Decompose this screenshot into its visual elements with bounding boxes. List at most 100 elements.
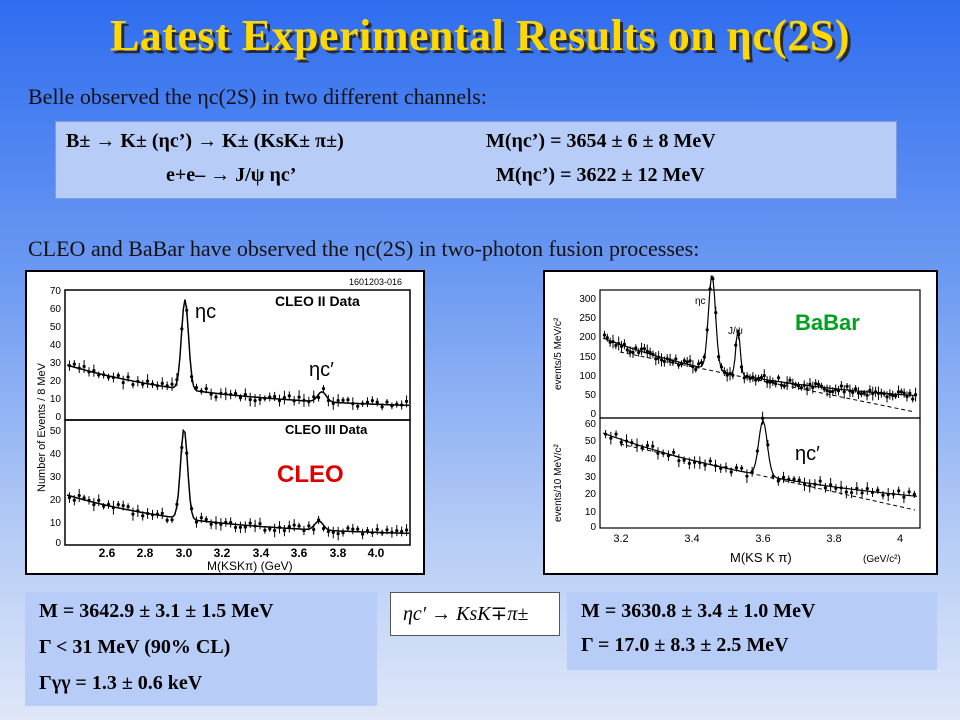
data-point	[268, 395, 272, 399]
data-point	[611, 340, 615, 344]
data-point	[755, 449, 759, 453]
data-point	[380, 405, 384, 409]
data-point	[699, 361, 704, 365]
decay-formula-box: ηc′ → KsK∓π±	[390, 592, 560, 636]
data-point	[849, 490, 854, 495]
data-point	[829, 483, 833, 487]
data-point	[331, 530, 335, 535]
data-point	[321, 387, 326, 391]
svg-text:40: 40	[585, 454, 597, 465]
data-point	[136, 509, 140, 513]
babar-xlabel: M(KS K π)	[730, 550, 792, 565]
data-point	[876, 488, 880, 492]
data-point	[185, 308, 189, 312]
svg-text:2.6: 2.6	[99, 546, 116, 560]
data-point	[719, 466, 723, 470]
svg-text:100: 100	[579, 371, 596, 382]
data-point	[390, 404, 394, 408]
data-point	[268, 527, 272, 531]
data-point	[661, 451, 665, 455]
data-point	[214, 395, 218, 399]
data-point	[199, 389, 203, 393]
data-point	[165, 518, 169, 522]
data-point	[365, 400, 370, 404]
cleo-etac-prime-label: ηc′	[309, 359, 334, 381]
data-point	[253, 398, 257, 403]
data-point	[121, 380, 125, 385]
data-point	[642, 346, 646, 351]
data-point	[855, 486, 859, 491]
page-title: Latest Experimental Results on ηc(2S)	[109, 11, 851, 60]
data-point	[748, 376, 752, 380]
data-point	[719, 365, 724, 369]
data-point	[233, 391, 238, 396]
svg-text:10: 10	[50, 518, 62, 529]
data-point	[779, 383, 784, 387]
data-point	[92, 503, 96, 507]
data-point	[651, 444, 655, 448]
data-point	[238, 396, 243, 400]
svg-text:0: 0	[590, 409, 596, 420]
data-point	[307, 400, 311, 404]
svg-text:30: 30	[50, 472, 62, 483]
data-point	[879, 391, 883, 395]
data-point	[624, 439, 629, 443]
data-point	[831, 389, 835, 394]
svg-text:70: 70	[50, 286, 62, 297]
data-point	[891, 393, 895, 398]
data-point	[886, 492, 890, 497]
data-point	[204, 517, 208, 521]
data-point	[913, 393, 918, 397]
data-point	[839, 384, 843, 388]
data-point	[751, 375, 755, 379]
data-point	[400, 403, 404, 407]
data-point	[871, 392, 875, 396]
data-point	[189, 507, 194, 511]
data-point	[82, 496, 86, 500]
svg-text:50: 50	[585, 390, 597, 401]
data-point	[902, 391, 906, 395]
cleo-results-box: M = 3642.9 ± 3.1 ± 1.5 MeV Γ < 31 MeV (9…	[25, 592, 377, 706]
svg-text:3.0: 3.0	[176, 546, 193, 560]
data-point	[243, 525, 247, 529]
data-point	[116, 502, 120, 507]
cleo-top-fit-curve	[66, 299, 410, 407]
data-point	[248, 521, 252, 525]
cleo-top-frame	[64, 289, 411, 421]
data-point	[905, 394, 909, 399]
babar-top-yticks: 300 250 200 150 100 50 0	[579, 294, 596, 420]
data-point	[146, 379, 150, 383]
data-point	[816, 382, 821, 387]
data-point	[674, 357, 678, 361]
data-point	[619, 440, 623, 444]
data-point	[870, 490, 875, 495]
data-point	[740, 466, 744, 470]
data-point	[705, 328, 709, 332]
data-point	[150, 382, 155, 386]
data-point	[341, 530, 345, 535]
data-point	[404, 399, 409, 403]
svg-text:2.8: 2.8	[137, 546, 154, 560]
data-point	[639, 347, 644, 351]
data-point	[691, 365, 695, 369]
data-point	[106, 502, 111, 507]
babar-bottom-data-points	[604, 411, 916, 504]
data-point	[645, 349, 649, 353]
data-point	[651, 352, 655, 356]
svg-text:3.2: 3.2	[613, 533, 628, 545]
data-point	[882, 392, 886, 396]
svg-text:0: 0	[55, 412, 61, 423]
svg-text:10: 10	[585, 507, 597, 518]
data-point	[848, 389, 852, 393]
babar-experiment-label: BaBar	[795, 310, 860, 335]
belle-intro-text: Belle observed the ηc(2S) in two differe…	[28, 84, 487, 109]
data-point	[395, 528, 399, 533]
data-point	[297, 395, 301, 399]
svg-text:300: 300	[579, 294, 596, 305]
data-point	[677, 459, 681, 463]
data-point	[634, 346, 638, 350]
data-point	[717, 355, 721, 359]
data-point	[160, 381, 164, 385]
data-point	[360, 402, 365, 406]
data-point	[370, 399, 374, 403]
